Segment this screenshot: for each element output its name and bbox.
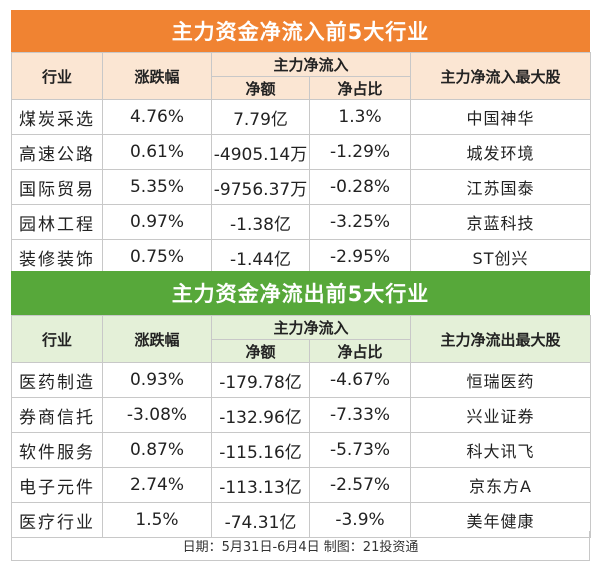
top-stock-cell: 京蓝科技 (410, 204, 592, 240)
change-cell: 0.97% (102, 204, 212, 240)
top-stock-cell: 中国神华 (410, 99, 592, 135)
industry-cell: 煤炭采选 (11, 99, 103, 135)
change-cell: 5.35% (102, 169, 212, 205)
net-ratio-cell: -4.67% (308, 362, 412, 398)
top-stock-cell: 恒瑞医药 (410, 362, 592, 398)
net-amount-cell: -1.38亿 (211, 204, 310, 240)
industry-cell: 医疗行业 (11, 502, 103, 538)
header-main-net: 主力净流入 (210, 52, 412, 77)
header-industry: 行业 (11, 315, 103, 363)
change-cell: 0.75% (102, 239, 212, 275)
industry-cell: 国际贸易 (11, 169, 103, 205)
header-net-amount: 净额 (211, 76, 310, 100)
inflow-header-row: 行业 涨跌幅 主力净流入 主力净流入最大股 (11, 52, 592, 100)
table-row: 国际贸易 5.35% -9756.37万 -0.28% 江苏国泰 (11, 169, 592, 205)
change-cell: 1.5% (102, 502, 212, 538)
net-amount-cell: 7.79亿 (211, 99, 310, 135)
net-ratio-cell: -1.29% (308, 134, 412, 170)
outflow-subheader-row: 净额 净占比 (12, 339, 591, 363)
top-stock-cell: 城发环境 (410, 134, 592, 170)
net-amount-cell: -115.16亿 (211, 432, 310, 468)
outflow-table: 行业 涨跌幅 主力净流入 主力净流出最大股 净额 净占比 医药制造 0.93% … (11, 315, 592, 538)
net-amount-cell: -1.44亿 (211, 239, 310, 275)
industry-cell: 券商信托 (11, 397, 103, 433)
net-amount-cell: -4905.14万 (211, 134, 310, 170)
header-net-ratio: 净占比 (308, 76, 412, 100)
table-row: 券商信托 -3.08% -132.96亿 -7.33% 兴业证券 (11, 397, 592, 433)
top-stock-cell: ST创兴 (410, 239, 592, 275)
industry-cell: 电子元件 (11, 467, 103, 503)
net-ratio-cell: -3.9% (308, 502, 412, 538)
net-ratio-cell: -2.57% (308, 467, 412, 503)
net-amount-cell: -74.31亿 (211, 502, 310, 538)
net-amount-cell: -9756.37万 (211, 169, 310, 205)
table-row: 医疗行业 1.5% -74.31亿 -3.9% 美年健康 (11, 502, 592, 538)
net-ratio-cell: -5.73% (308, 432, 412, 468)
industry-cell: 高速公路 (11, 134, 103, 170)
net-ratio-cell: -0.28% (308, 169, 412, 205)
net-ratio-cell: 1.3% (308, 99, 412, 135)
header-net-ratio: 净占比 (308, 339, 412, 363)
industry-cell: 装修装饰 (11, 239, 103, 275)
inflow-table: 行业 涨跌幅 主力净流入 主力净流入最大股 净额 净占比 煤炭采选 4.76% … (11, 52, 592, 275)
top-stock-cell: 科大讯飞 (410, 432, 592, 468)
header-change: 涨跌幅 (102, 52, 212, 100)
net-ratio-cell: -2.95% (308, 239, 412, 275)
industry-cell: 医药制造 (11, 362, 103, 398)
change-cell: -3.08% (102, 397, 212, 433)
header-top-stock: 主力净流入最大股 (410, 52, 592, 100)
net-ratio-cell: -3.25% (308, 204, 412, 240)
change-cell: 0.61% (102, 134, 212, 170)
inflow-title: 主力资金净流入前5大行业 (11, 10, 590, 52)
outflow-title: 主力资金净流出前5大行业 (11, 271, 590, 315)
header-top-stock: 主力净流出最大股 (410, 315, 592, 363)
table-row: 装修装饰 0.75% -1.44亿 -2.95% ST创兴 (11, 239, 592, 275)
table-row: 电子元件 2.74% -113.13亿 -2.57% 京东方A (11, 467, 592, 503)
industry-cell: 园林工程 (11, 204, 103, 240)
change-cell: 4.76% (102, 99, 212, 135)
table-row: 园林工程 0.97% -1.38亿 -3.25% 京蓝科技 (11, 204, 592, 240)
net-amount-cell: -113.13亿 (211, 467, 310, 503)
change-cell: 2.74% (102, 467, 212, 503)
header-industry: 行业 (11, 52, 103, 100)
footer-credit: 日期：5月31日-6月4日 制图：21投资通 (11, 531, 590, 561)
change-cell: 0.93% (102, 362, 212, 398)
header-change: 涨跌幅 (102, 315, 212, 363)
header-main-net: 主力净流入 (210, 315, 412, 340)
net-amount-cell: -179.78亿 (211, 362, 310, 398)
top-stock-cell: 美年健康 (410, 502, 592, 538)
top-stock-cell: 兴业证券 (410, 397, 592, 433)
industry-cell: 软件服务 (11, 432, 103, 468)
net-ratio-cell: -7.33% (308, 397, 412, 433)
table-row: 医药制造 0.93% -179.78亿 -4.67% 恒瑞医药 (11, 362, 592, 398)
top-stock-cell: 江苏国泰 (410, 169, 592, 205)
change-cell: 0.87% (102, 432, 212, 468)
table-row: 软件服务 0.87% -115.16亿 -5.73% 科大讯飞 (11, 432, 592, 468)
table-row: 高速公路 0.61% -4905.14万 -1.29% 城发环境 (11, 134, 592, 170)
net-amount-cell: -132.96亿 (211, 397, 310, 433)
header-net-amount: 净额 (211, 339, 310, 363)
outflow-header-row: 行业 涨跌幅 主力净流入 主力净流出最大股 (11, 315, 592, 363)
top-stock-cell: 京东方A (410, 467, 592, 503)
table-row: 煤炭采选 4.76% 7.79亿 1.3% 中国神华 (11, 99, 592, 135)
